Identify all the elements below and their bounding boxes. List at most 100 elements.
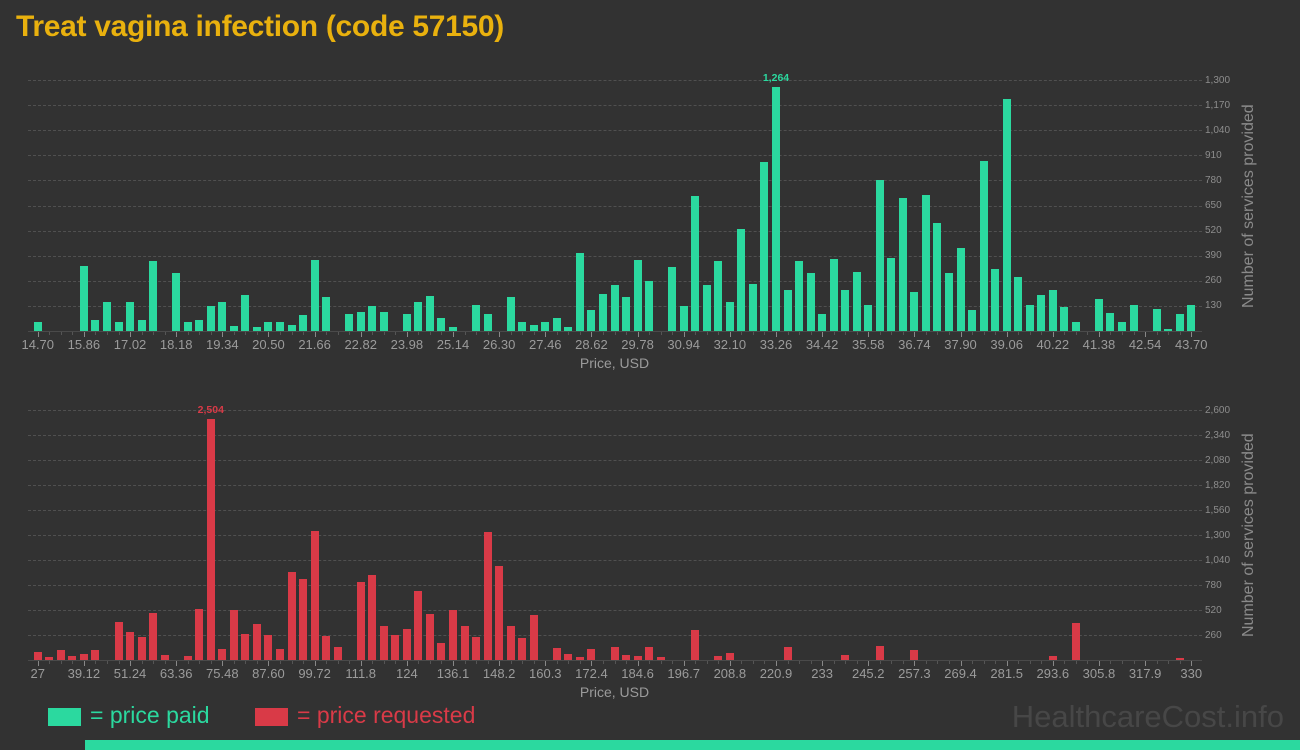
x-tick-label: 35.58: [851, 337, 885, 352]
bar: [587, 649, 596, 660]
x-tick-label: 29.78: [621, 337, 654, 352]
page-title: Treat vagina infection (code 57150): [16, 10, 505, 43]
x-axis-tick: [256, 332, 258, 335]
bar: [56, 650, 65, 660]
x-axis-tick: [510, 332, 512, 335]
peak-value-label: 2,504: [197, 404, 224, 417]
x-axis-tick: [1006, 332, 1008, 337]
x-axis-tick: [1156, 332, 1158, 335]
x-axis-tick: [568, 661, 570, 664]
x-tick-label: 51.24: [113, 666, 147, 681]
bar: [218, 302, 227, 331]
x-axis-tick: [487, 661, 489, 664]
bar: [598, 294, 607, 331]
x-tick-label: 15.86: [67, 337, 101, 352]
x-axis-tick: [660, 332, 662, 335]
x-axis-tick: [995, 661, 997, 664]
x-axis-tick: [810, 661, 812, 664]
x-axis-tick: [614, 332, 616, 335]
bar: [1164, 329, 1173, 331]
x-axis-tick: [164, 332, 166, 335]
x-axis-tick: [683, 332, 685, 337]
x-axis-tick: [1156, 661, 1158, 664]
bar: [126, 631, 135, 660]
x-axis-tick: [591, 332, 593, 337]
x-axis-tick: [845, 332, 847, 335]
x-axis-tick: [441, 661, 443, 664]
x-axis-tick: [914, 332, 916, 337]
bar: [68, 656, 77, 660]
y-tick-label: 1,170: [1205, 99, 1231, 111]
bar: [771, 86, 780, 331]
bar: [252, 327, 261, 331]
x-tick-label: 160.3: [529, 666, 562, 681]
x-axis-tick: [1075, 332, 1077, 335]
x-axis-tick: [118, 332, 120, 335]
bar: [910, 650, 919, 660]
x-axis-tick: [176, 661, 178, 666]
x-axis-tick: [983, 661, 985, 664]
x-axis-tick: [649, 661, 651, 664]
bar: [518, 322, 527, 331]
x-tick-label: 39.12: [67, 666, 101, 681]
bar: [679, 305, 688, 331]
x-tick-label: 39.06: [990, 337, 1023, 352]
x-axis-tick: [1075, 661, 1077, 664]
x-tick-label: 75.48: [206, 666, 239, 681]
bar: [898, 197, 907, 331]
x-axis-tick: [95, 332, 97, 335]
legend-label-price-paid: = price paid: [90, 702, 210, 728]
bar: [149, 261, 158, 331]
bar: [875, 646, 884, 660]
gridline: [28, 155, 1202, 157]
x-tick-label: 184.6: [621, 666, 654, 681]
x-axis-tick: [902, 332, 904, 335]
x-axis-tick: [395, 661, 397, 664]
x-axis-tick: [199, 332, 201, 335]
x-axis-tick: [406, 332, 408, 337]
x-axis-tick: [406, 661, 408, 666]
bar: [1060, 306, 1069, 331]
bar: [610, 284, 619, 331]
x-axis-tick: [522, 332, 524, 335]
bar: [506, 297, 515, 331]
x-axis-tick: [1133, 332, 1135, 335]
x-tick-label: 257.3: [898, 666, 931, 681]
bar: [33, 651, 42, 660]
x-axis-tick: [799, 332, 801, 335]
bar: [437, 318, 446, 331]
x-axis-tick: [291, 332, 293, 335]
bar: [126, 302, 135, 331]
bar: [633, 656, 642, 660]
x-axis-tick: [49, 661, 51, 664]
x-axis-tick: [856, 661, 858, 664]
x-tick-label: 63.36: [159, 666, 193, 681]
x-tick-label: 317.9: [1128, 666, 1162, 681]
x-axis-tick: [383, 332, 385, 335]
bar: [218, 649, 227, 660]
bar: [137, 320, 146, 331]
x-tick-label: 172.4: [575, 666, 608, 681]
gridline: [28, 585, 1202, 586]
x-axis-tick: [533, 332, 535, 335]
x-axis-tick: [868, 332, 870, 337]
legend-swatch-price-requested: [255, 708, 288, 726]
x-axis-tick: [1018, 661, 1020, 664]
bar: [1187, 304, 1196, 331]
x-axis-tick: [949, 661, 950, 664]
x-axis-tick: [418, 661, 420, 664]
bar: [414, 590, 423, 660]
x-axis-tick: [83, 332, 85, 337]
x-axis-tick: [718, 332, 720, 335]
bar: [299, 314, 308, 331]
x-axis-tick: [579, 332, 581, 335]
x-axis-tick: [741, 661, 743, 664]
bar: [506, 625, 515, 660]
gridline: [28, 180, 1202, 182]
bar: [1175, 658, 1184, 660]
x-axis-tick: [752, 661, 754, 664]
x-axis-tick: [1168, 332, 1170, 335]
x-axis-tick: [326, 661, 328, 664]
bar: [945, 273, 953, 331]
